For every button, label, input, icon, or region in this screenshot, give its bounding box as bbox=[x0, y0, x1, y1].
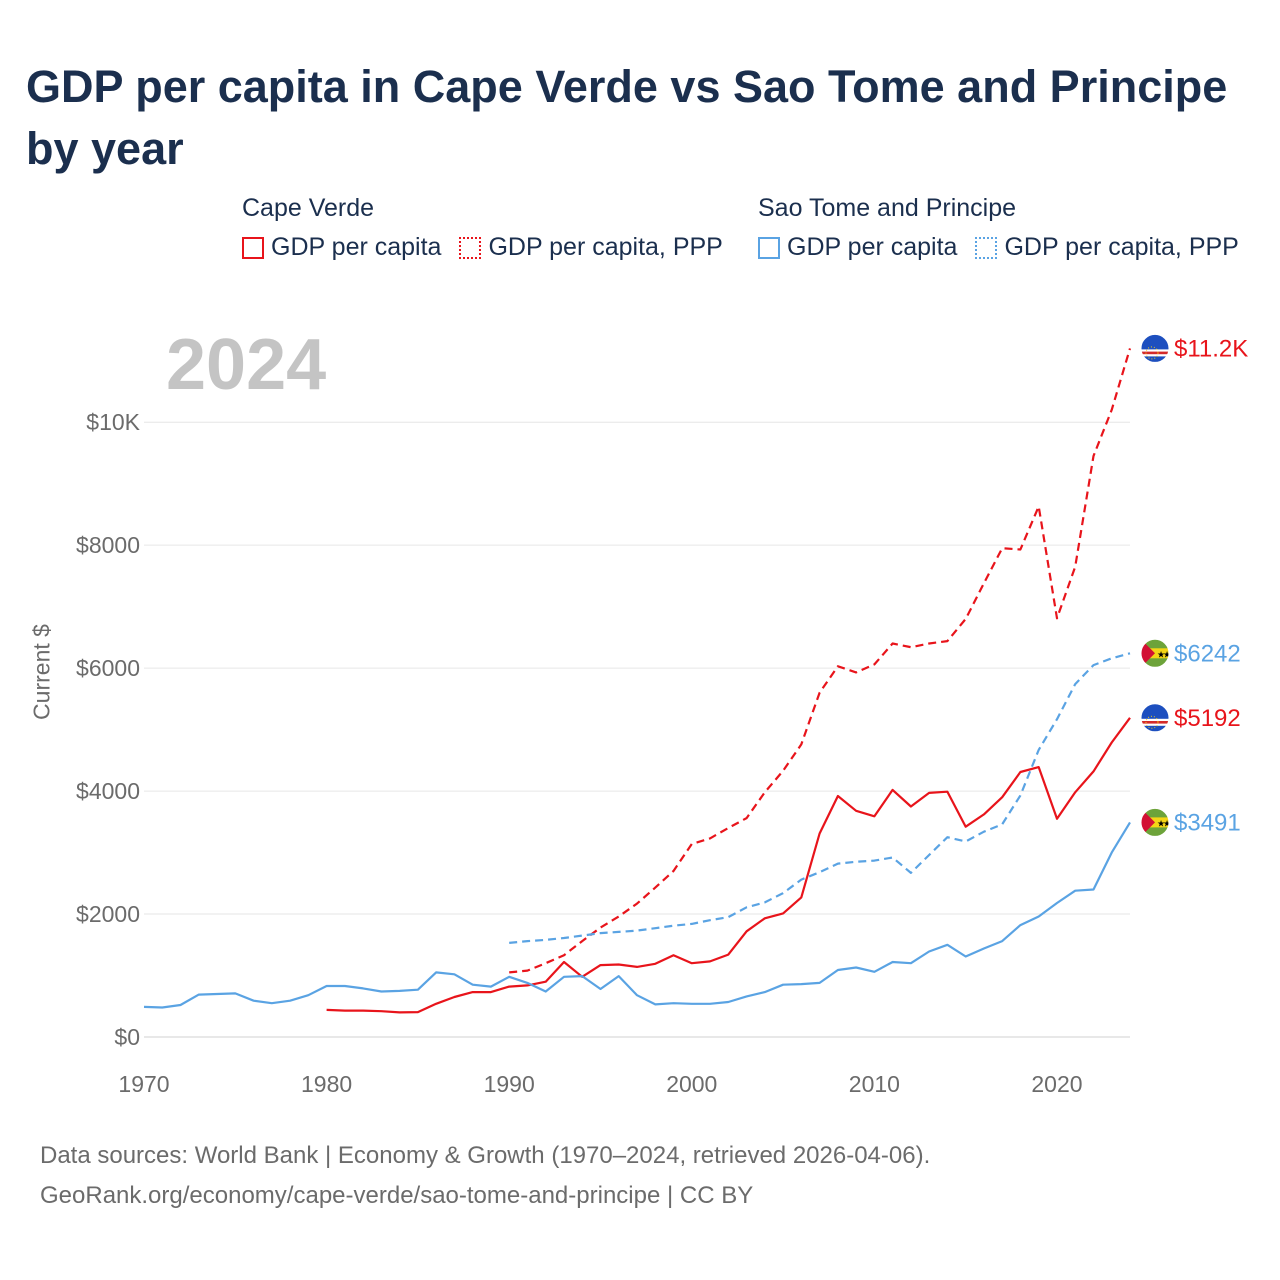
x-tick-label: 1970 bbox=[118, 1071, 169, 1097]
y-tick-label: $10K bbox=[86, 409, 140, 435]
legend-swatch-solid bbox=[758, 236, 780, 259]
x-tick-label: 1980 bbox=[301, 1071, 352, 1097]
flag-stars bbox=[1145, 346, 1159, 360]
flag-ring bbox=[1140, 807, 1170, 837]
flag-stripe bbox=[1141, 721, 1169, 724]
flag-field bbox=[1141, 334, 1169, 363]
end-marker bbox=[1140, 333, 1170, 363]
legend-item-st-ppp[interactable]: GDP per capita, PPP bbox=[975, 233, 1239, 262]
legend-item-cv-ppp[interactable]: GDP per capita, PPP bbox=[459, 233, 723, 262]
legend-label: GDP per capita, PPP bbox=[488, 233, 723, 261]
legend-label: GDP per capita bbox=[787, 233, 958, 261]
x-tick-label: 2000 bbox=[666, 1071, 717, 1097]
flag-ring bbox=[1140, 638, 1170, 668]
legend-item-cv-gdp[interactable]: GDP per capita bbox=[242, 233, 441, 262]
end-marker: ★★ bbox=[1140, 638, 1171, 668]
flag-star-glyph: ★ bbox=[1163, 819, 1171, 829]
x-tick-label: 2010 bbox=[849, 1071, 900, 1097]
footer: Data sources: World Bank | Economy & Gro… bbox=[40, 1136, 930, 1216]
legend-swatch-dotted bbox=[975, 236, 998, 259]
legend-label: GDP per capita, PPP bbox=[1004, 233, 1239, 261]
end-value-label: $3491 bbox=[1174, 809, 1241, 836]
end-marker bbox=[1140, 703, 1170, 733]
flag-star-glyph: ★ bbox=[1157, 650, 1165, 660]
legend-item-st-gdp[interactable]: GDP per capita bbox=[758, 233, 957, 262]
legend-sao-tome: Sao Tome and Principe GDP per capita GDP… bbox=[758, 194, 1239, 262]
footer-sources: Data sources: World Bank | Economy & Gro… bbox=[40, 1142, 931, 1169]
y-tick-label: $2000 bbox=[76, 901, 140, 927]
end-value-label: $5192 bbox=[1174, 705, 1241, 732]
x-tick-label: 2020 bbox=[1031, 1071, 1082, 1097]
legend-cape-verde: Cape Verde GDP per capita GDP per capita… bbox=[242, 194, 723, 262]
end-value-label: $11.2K bbox=[1174, 335, 1248, 362]
flag-stars bbox=[1145, 715, 1159, 729]
series-line bbox=[509, 652, 1131, 944]
cape-verde-flag-icon bbox=[1141, 334, 1169, 363]
legend-group-name: Cape Verde bbox=[242, 194, 375, 222]
series-line bbox=[509, 348, 1132, 974]
cape-verde-flag-icon bbox=[1141, 703, 1169, 732]
chart-title: GDP per capita in Cape Verde vs Sao Tome… bbox=[26, 61, 1228, 174]
legend-label: GDP per capita bbox=[271, 233, 442, 261]
y-tick-label: $4000 bbox=[76, 778, 140, 804]
flag-stripe bbox=[1141, 351, 1169, 355]
end-marker: ★★ bbox=[1140, 807, 1171, 837]
series-line bbox=[143, 821, 1131, 1009]
y-tick-label: $8000 bbox=[76, 532, 140, 558]
footer-credit: GeoRank.org/economy/cape-verde/sao-tome-… bbox=[40, 1182, 754, 1209]
end-value-label: $6242 bbox=[1174, 640, 1241, 667]
series-line bbox=[326, 717, 1131, 1014]
legend-swatch-dotted bbox=[459, 236, 482, 259]
sao-tome-flag-icon: ★★ bbox=[1141, 639, 1171, 668]
flag-star-glyph: ★ bbox=[1163, 650, 1171, 660]
flag-ring bbox=[1140, 703, 1170, 733]
flag-triangle bbox=[1141, 808, 1155, 837]
legend-group-name: Sao Tome and Principe bbox=[758, 194, 1017, 222]
flag-field bbox=[1141, 703, 1169, 732]
x-tick-label: 1990 bbox=[484, 1071, 535, 1097]
flag-triangle bbox=[1141, 639, 1155, 668]
year-label: 2024 bbox=[166, 325, 327, 405]
flag-star-glyph: ★ bbox=[1157, 819, 1165, 829]
y-tick-label: $6000 bbox=[76, 655, 140, 681]
sao-tome-flag-icon: ★★ bbox=[1141, 808, 1171, 837]
y-tick-label: $0 bbox=[114, 1024, 140, 1050]
flag-ring bbox=[1140, 333, 1170, 363]
legend-swatch-solid bbox=[242, 236, 264, 259]
